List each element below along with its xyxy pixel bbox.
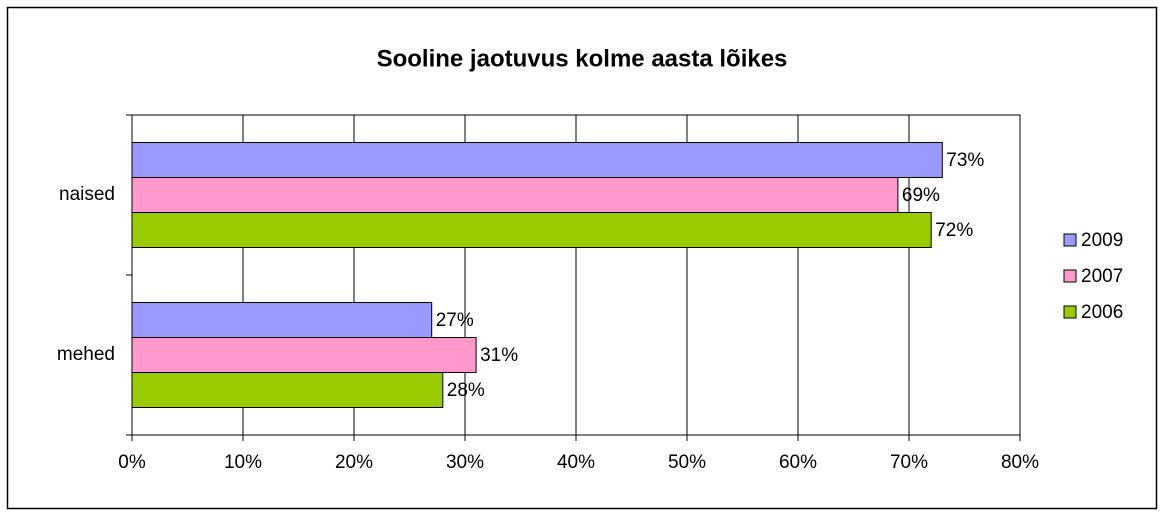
bar — [131, 177, 899, 213]
legend-label: 2006 — [1081, 302, 1123, 323]
bar — [131, 142, 943, 178]
x-tick-label: 80% — [1001, 452, 1039, 473]
value-label: 72% — [935, 220, 973, 241]
x-tick-label: 30% — [446, 452, 484, 473]
value-label: 28% — [447, 380, 485, 401]
bar — [131, 302, 433, 338]
value-label: 69% — [902, 185, 940, 206]
legend-label: 2007 — [1081, 266, 1123, 287]
x-tick-label: 10% — [224, 452, 262, 473]
x-tick-label: 70% — [890, 452, 928, 473]
x-tick-label: 50% — [668, 452, 706, 473]
bar — [131, 372, 444, 408]
bar — [131, 337, 477, 373]
legend-swatch — [1063, 233, 1077, 247]
y-tick-label: naised — [59, 184, 115, 205]
x-tick-label: 20% — [335, 452, 373, 473]
bar — [131, 212, 932, 248]
x-tick-label: 60% — [779, 452, 817, 473]
x-tick-label: 40% — [557, 452, 595, 473]
y-tick-label: mehed — [57, 344, 115, 365]
x-tick-label: 0% — [118, 452, 146, 473]
legend-label: 2009 — [1081, 230, 1123, 251]
value-label: 73% — [946, 150, 984, 171]
legend-swatch — [1063, 305, 1077, 319]
value-label: 31% — [480, 345, 518, 366]
legend-swatch — [1063, 269, 1077, 283]
chart-title: Sooline jaotuvus kolme aasta lõikes — [377, 45, 788, 72]
value-label: 27% — [436, 310, 474, 331]
